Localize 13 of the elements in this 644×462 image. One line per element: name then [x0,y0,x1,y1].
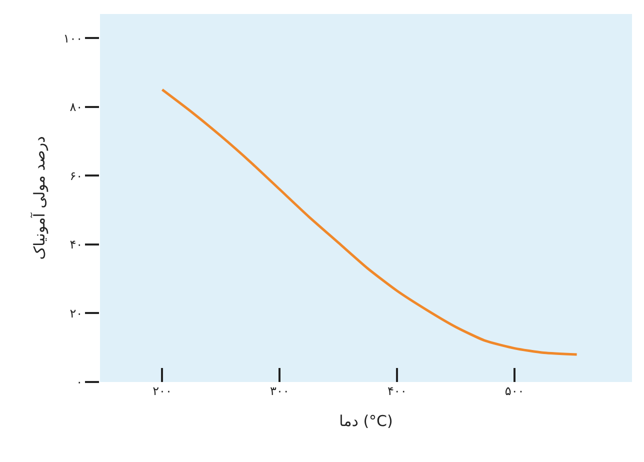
y-axis-title: درصد مولی آمونیاک [30,136,49,260]
x-tick-label: ۳۰۰ [270,384,290,398]
y-tick-label: ۴۰ [70,238,83,252]
x-tick-label: ۵۰۰ [504,384,524,398]
x-tick-label: ۲۰۰ [152,384,172,398]
y-tick-label: ۲۰ [70,306,83,320]
x-tick-label: ۴۰۰ [387,384,407,398]
y-tick-label: ۰ [76,375,83,390]
y-tick-label: ۸۰ [70,100,83,114]
x-axis-title: دما (°C) [339,412,393,430]
y-tick-label: ۶۰ [70,168,83,183]
y-tick-label: ۱۰۰ [63,31,83,46]
line-series [160,88,578,356]
